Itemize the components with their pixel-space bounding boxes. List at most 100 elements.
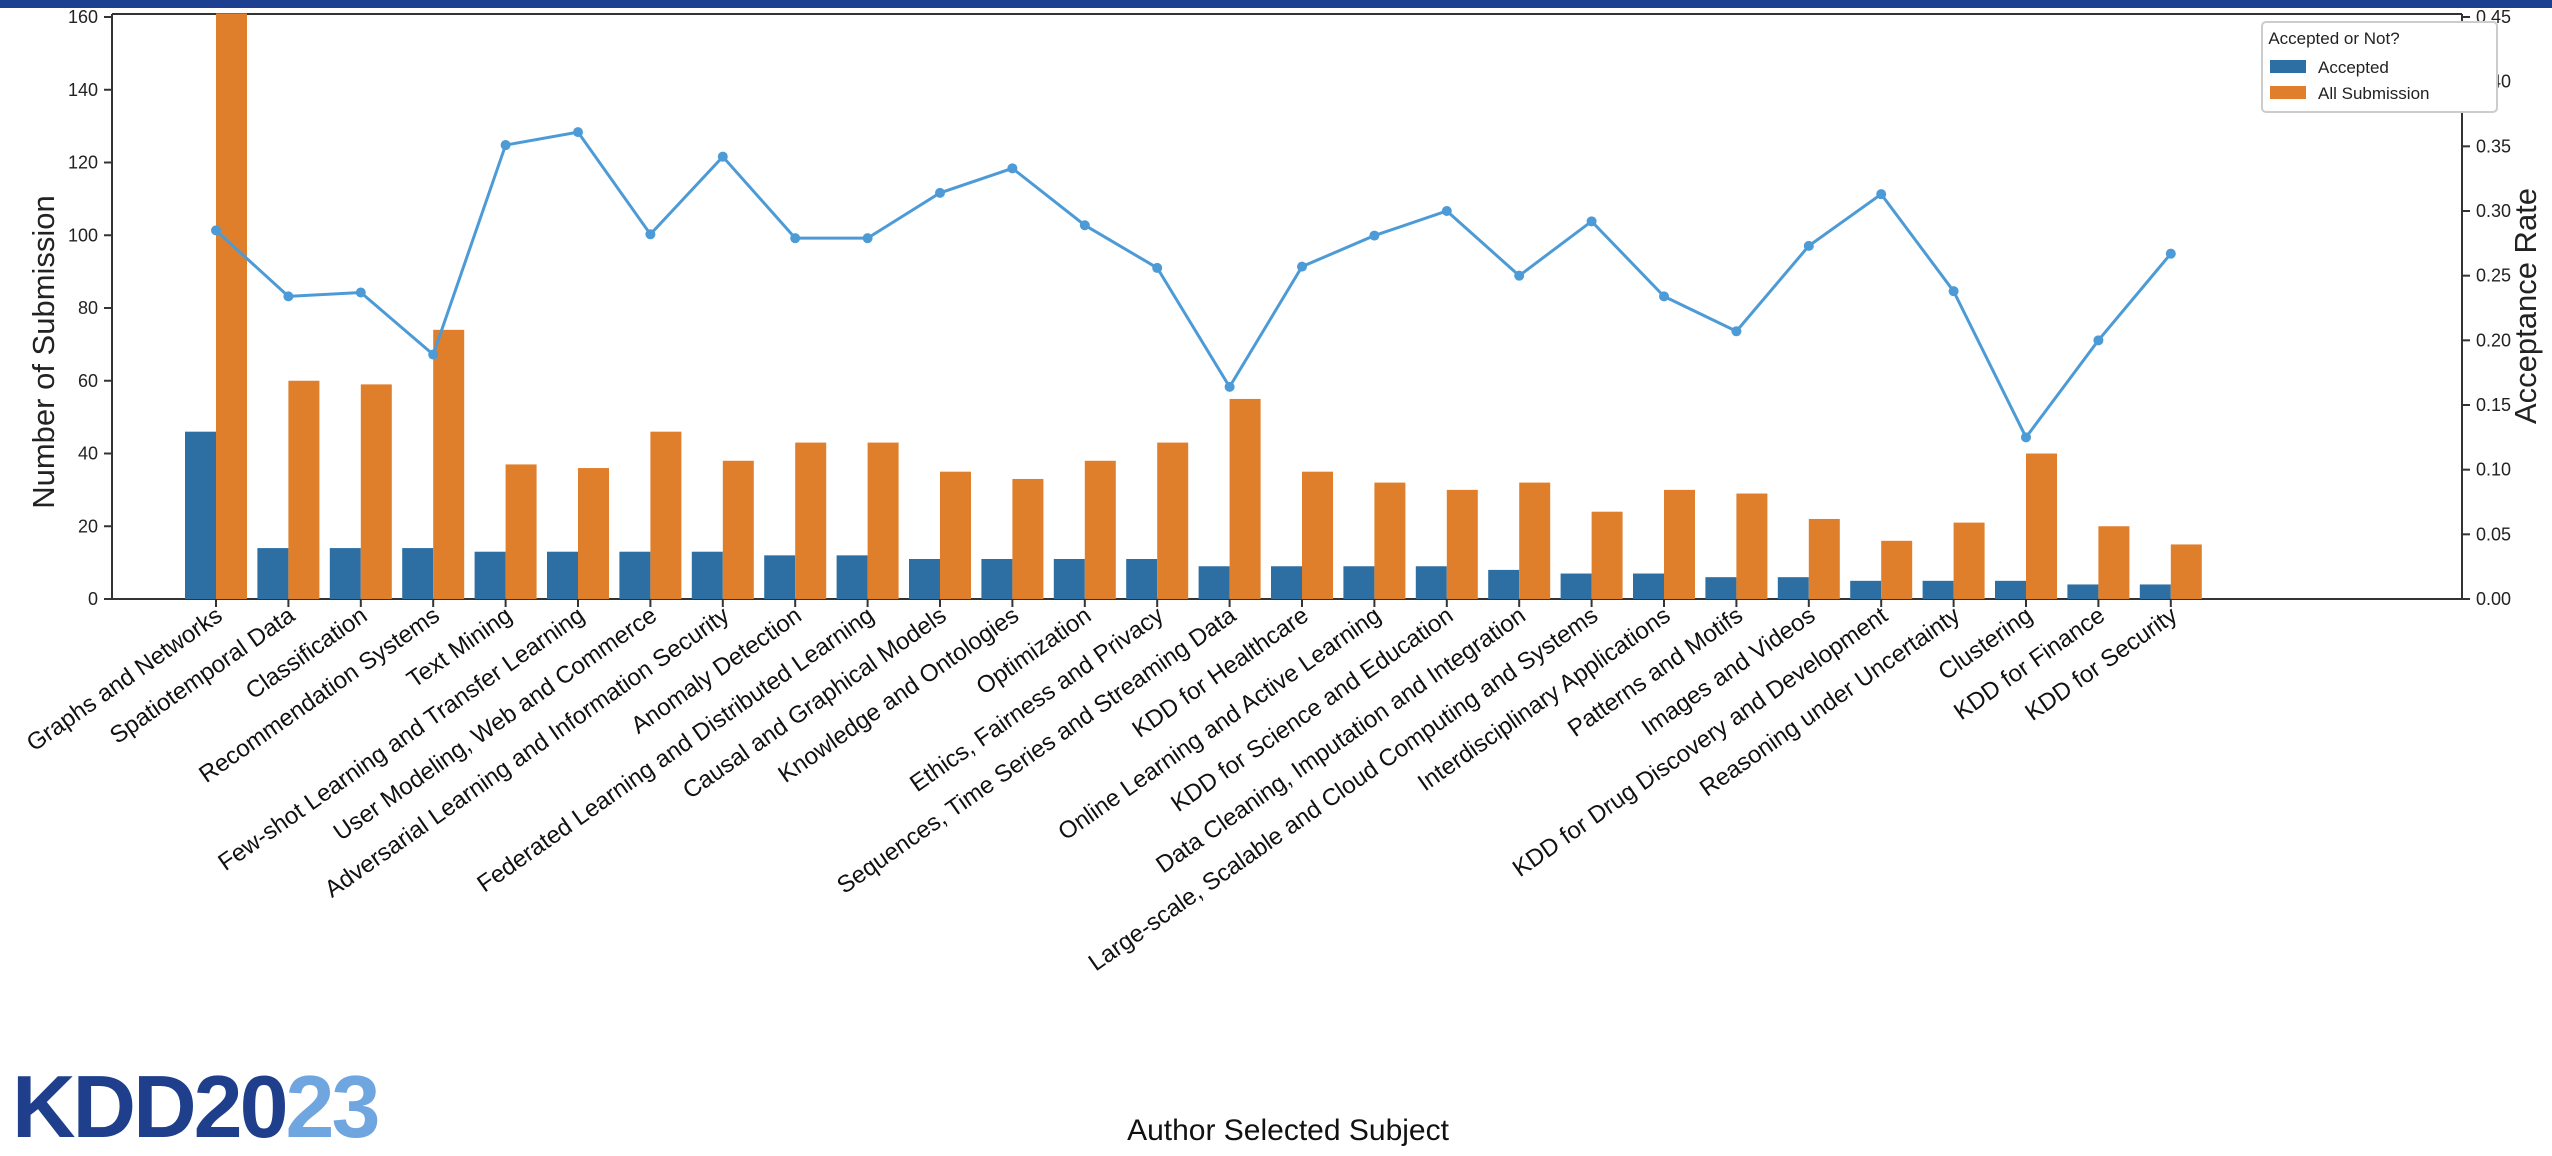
y2-tick-label: 0.10 [2476, 460, 2511, 480]
rate-point [1803, 240, 1814, 251]
bar-accepted [619, 551, 651, 599]
bar-all-submission [1664, 489, 1695, 599]
accepted-bars [185, 431, 2171, 599]
bar-all-submission [1084, 460, 1116, 599]
rate-point [1224, 381, 1235, 392]
rate-point [1514, 270, 1525, 281]
bar-all-submission [1808, 518, 1840, 599]
rate-point [283, 291, 294, 302]
y-tick-label: 0 [88, 589, 98, 609]
legend-swatch-accepted [2270, 60, 2306, 73]
rate-point [1876, 189, 1887, 200]
bar-all-submission [1881, 540, 1913, 599]
bar-all-submission [1953, 522, 1985, 599]
bar-accepted [1343, 566, 1375, 599]
legend: Accepted or Not? Accepted All Submission [2261, 21, 2498, 113]
bar-accepted [257, 548, 289, 599]
kdd2023-logo: KDD2023 [12, 1062, 380, 1152]
bar-accepted [1415, 566, 1447, 599]
y-axis-label: Number of Submission [26, 195, 61, 509]
left-axis: 0 20 40 60 80 100 120 140 160 [68, 7, 112, 609]
bar-accepted [981, 558, 1013, 599]
bar-all-submission [578, 468, 609, 599]
legend-title: Accepted or Not? [2268, 29, 2399, 48]
rate-point [1731, 326, 1742, 337]
bar-all-submission [216, 13, 247, 600]
legend-box [2261, 21, 2498, 113]
bar-accepted [1560, 573, 1592, 599]
bar-all-submission [1519, 482, 1551, 599]
y2-tick-label: 0.05 [2476, 524, 2511, 544]
bar-all-submission [2098, 526, 2130, 599]
bar-all-submission [650, 431, 682, 599]
logo-text-year: 23 [285, 1057, 381, 1156]
y-tick-label: 100 [68, 225, 98, 245]
bar-all-submission [360, 384, 392, 599]
bar-accepted [691, 551, 723, 599]
y2-axis-label: Acceptance Rate [2508, 188, 2543, 424]
bar-all-submission [1591, 511, 1623, 599]
bar-accepted [764, 555, 796, 599]
bar-accepted [1777, 577, 1809, 599]
bar-accepted [1922, 580, 1954, 599]
legend-label-accepted: Accepted [2318, 58, 2389, 77]
bar-all-submission [1157, 442, 1189, 599]
bar-all-submission [288, 380, 320, 599]
acceptance-rate-line [211, 127, 2176, 443]
rate-polyline [214, 130, 2172, 441]
bar-accepted [1488, 569, 1520, 599]
rate-point [1007, 163, 1018, 174]
bar-all-submission [1374, 482, 1406, 599]
bar-all-submission [940, 471, 971, 599]
bar-accepted [1705, 577, 1737, 599]
y2-tick-label: 0.15 [2476, 395, 2511, 415]
rate-point [1586, 216, 1597, 227]
rate-point [1297, 261, 1307, 272]
rate-point [211, 225, 221, 236]
rate-point [790, 233, 801, 244]
bar-accepted [1850, 580, 1882, 599]
bar-all-submission [1736, 493, 1768, 599]
bar-all-submission [2026, 453, 2057, 599]
rate-point [573, 127, 583, 138]
bar-all-submission [505, 464, 537, 599]
rate-point [645, 229, 656, 240]
y-tick-label: 20 [78, 516, 98, 536]
bar-all-submission [722, 460, 754, 599]
bar-all-submission [1302, 471, 1333, 599]
bar-accepted [185, 431, 216, 599]
rate-point [1441, 206, 1452, 216]
bar-accepted [1271, 566, 1302, 599]
y2-tick-label: 0.00 [2476, 589, 2511, 609]
y2-tick-label: 0.30 [2476, 201, 2511, 221]
top-banner-bar [0, 0, 2552, 8]
bar-accepted [2067, 584, 2099, 599]
bar-all-submission [2170, 544, 2202, 599]
legend-label-all-submission: All Submission [2318, 84, 2430, 103]
rate-point [1659, 291, 1669, 302]
rate-point [1152, 262, 1163, 273]
rate-point [862, 233, 873, 244]
rate-point [1079, 220, 1090, 231]
bar-accepted [836, 555, 868, 599]
bar-accepted [1198, 566, 1230, 599]
rate-point [428, 349, 439, 360]
rate-point [717, 151, 728, 162]
right-axis: 0.000.050.100.150.200.250.300.350.400.45 [2462, 7, 2511, 609]
y2-tick-label: 0.35 [2476, 136, 2511, 156]
bar-accepted [2139, 584, 2171, 599]
bar-accepted [1995, 580, 2026, 599]
y2-tick-label: 0.25 [2476, 266, 2511, 286]
logo-text-main: KDD20 [12, 1057, 289, 1156]
rate-point [1369, 230, 1380, 241]
all-submission-bars [216, 13, 2202, 600]
y-tick-label: 60 [78, 371, 98, 391]
y-tick-label: 80 [78, 298, 98, 318]
bar-accepted [1053, 558, 1085, 599]
bar-accepted [474, 551, 506, 599]
y2-tick-label: 0.20 [2476, 330, 2511, 350]
plot-frame [111, 13, 2463, 600]
rate-point [2021, 432, 2031, 443]
